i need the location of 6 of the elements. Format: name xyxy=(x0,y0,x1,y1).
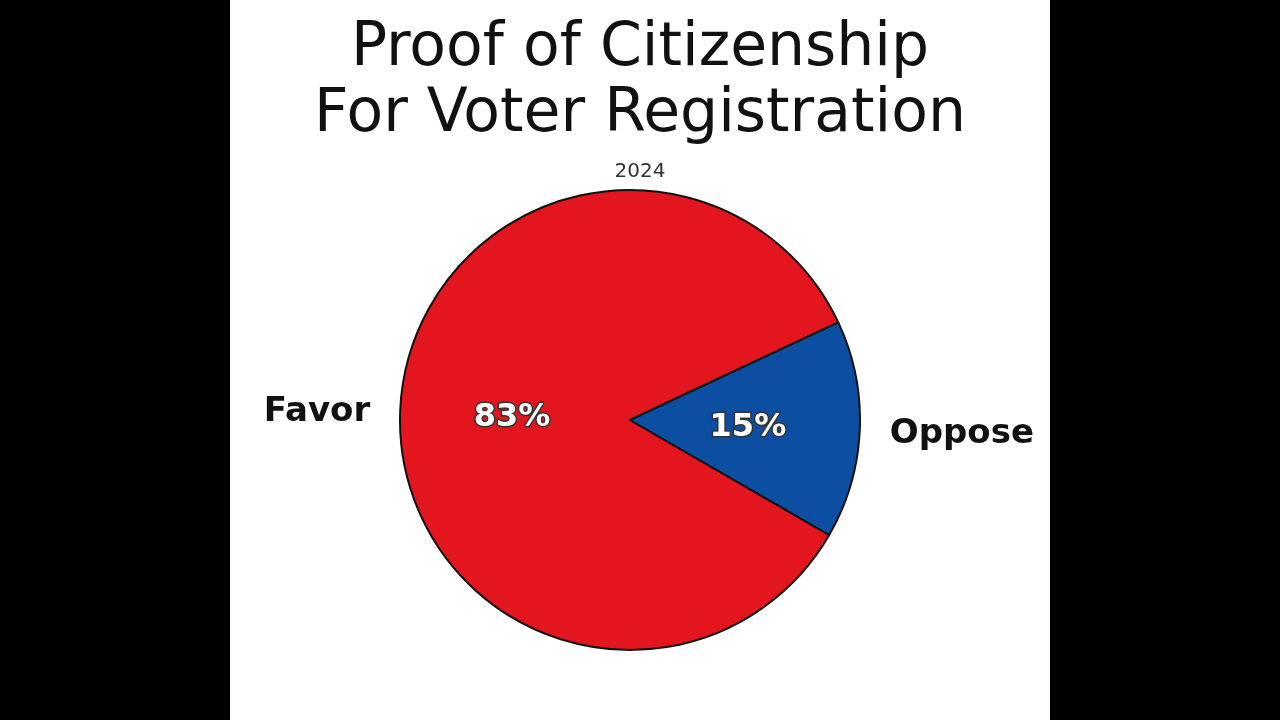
data-label: 83% xyxy=(473,395,551,434)
slice-label: Oppose xyxy=(889,411,1034,452)
data-label: 15% xyxy=(709,406,787,445)
slice-label: Favor xyxy=(263,388,371,429)
chart-title: Proof of Citizenship For Voter Registration xyxy=(314,9,966,145)
chart-subtitle: 2024 xyxy=(614,158,666,182)
